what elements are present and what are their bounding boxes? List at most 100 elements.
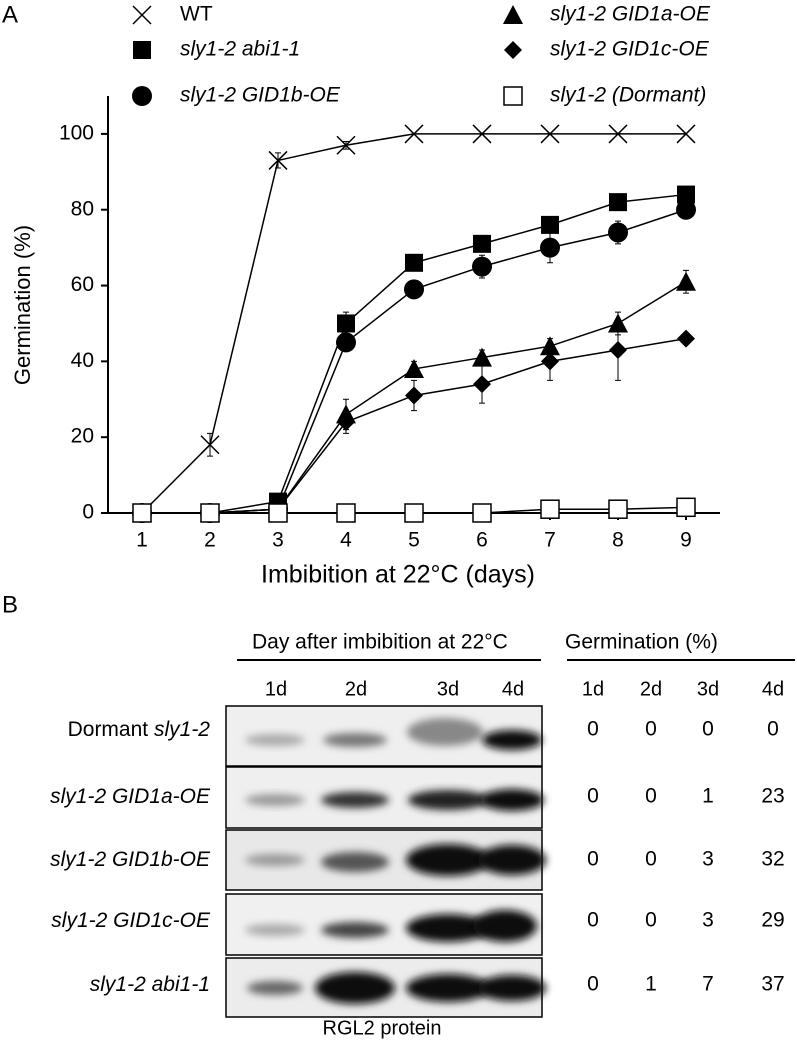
y-tick-label: 0	[82, 501, 94, 524]
row-label: sly1-2 abi1-1	[90, 973, 210, 996]
row-label-genotype: sly1-2 abi1-1	[90, 973, 210, 996]
marker	[405, 386, 423, 405]
marker	[404, 279, 424, 300]
band	[407, 718, 483, 746]
legend-item: sly1-2 (Dormant)	[503, 84, 706, 107]
x-axis-label: Imbibition at 22°C (days)	[261, 561, 535, 589]
day-label: 3d	[697, 678, 719, 700]
marker	[676, 497, 696, 518]
legend-label: sly1-2 (Dormant)	[550, 84, 706, 107]
germination-cell: 1	[645, 973, 657, 996]
band	[473, 910, 537, 942]
marker-stroke	[200, 435, 220, 455]
marker	[608, 124, 628, 144]
marker	[336, 332, 356, 353]
germination-cell: 0	[645, 909, 657, 932]
blot-header: Day after imbibition at 22°C	[252, 631, 508, 654]
marker	[337, 413, 355, 432]
germination-cell: 1	[702, 785, 714, 808]
x-tick-label: 8	[612, 529, 624, 552]
legend-label: sly1-2 GID1a-OE	[550, 3, 711, 26]
germination-cell: 0	[587, 973, 599, 996]
band	[480, 789, 544, 811]
legend-item: WT	[132, 3, 213, 26]
y-tick-label: 60	[71, 273, 94, 296]
marker	[200, 503, 220, 523]
marker	[268, 150, 288, 170]
row-label: sly1-2 GID1c-OE	[51, 909, 211, 932]
germination-cell: 37	[761, 973, 784, 996]
band	[323, 733, 387, 747]
band	[321, 922, 389, 938]
y-tick-label: 100	[59, 121, 94, 144]
marker	[540, 499, 560, 519]
blot-row	[225, 893, 543, 956]
marker	[404, 124, 424, 144]
marker	[132, 5, 152, 25]
germination-cell: 32	[761, 848, 784, 871]
x-tick-label: 5	[408, 529, 420, 552]
marker-stroke	[336, 135, 356, 155]
x-tick-label: 7	[544, 529, 556, 552]
marker-stroke	[268, 150, 288, 170]
band	[406, 844, 490, 876]
germination-cell: 0	[645, 848, 657, 871]
band	[247, 981, 303, 995]
marker	[268, 503, 288, 523]
germination-cell: 23	[761, 785, 784, 808]
marker	[540, 124, 560, 144]
day-label: 4d	[762, 678, 784, 700]
marker	[337, 314, 355, 333]
marker	[472, 347, 492, 367]
marker	[540, 336, 560, 356]
marker	[541, 215, 559, 234]
row-label-genotype: sly1-2 GID1a-OE	[50, 785, 211, 808]
marker	[336, 503, 356, 523]
marker	[405, 253, 423, 272]
germination-cell: 3	[702, 909, 714, 932]
marker	[540, 237, 560, 258]
marker	[608, 313, 628, 333]
x-tick-label: 3	[272, 529, 284, 552]
row-label: sly1-2 GID1b-OE	[50, 848, 211, 871]
band	[321, 852, 389, 872]
marker-stroke	[676, 124, 696, 144]
marker	[676, 199, 696, 220]
marker	[133, 41, 151, 59]
x-tick-label: 2	[204, 529, 216, 552]
blot-row	[225, 705, 543, 767]
lane-label: 3d	[437, 678, 459, 700]
legend-item: sly1-2 abi1-1	[133, 38, 300, 61]
x-tick-label: 6	[476, 529, 488, 552]
band	[315, 972, 395, 1004]
row-label-genotype: sly1-2 GID1c-OE	[51, 909, 211, 932]
germination-cell: 0	[767, 718, 779, 741]
band	[478, 845, 546, 875]
blot-row	[225, 766, 544, 829]
x-tick-label: 4	[340, 529, 352, 552]
marker	[132, 503, 152, 523]
marker	[336, 135, 356, 155]
germination-cell: 3	[702, 848, 714, 871]
x-tick-label: 9	[680, 529, 692, 552]
germination-cell: 0	[645, 718, 657, 741]
marker	[608, 222, 628, 243]
legend-label: sly1-2 abi1-1	[180, 38, 300, 61]
marker	[504, 41, 522, 59]
marker	[472, 503, 492, 523]
marker	[503, 86, 523, 106]
marker	[676, 124, 696, 144]
marker	[608, 499, 628, 519]
germination-cell: 7	[702, 973, 714, 996]
legend-item: sly1-2 GID1b-OE	[132, 84, 341, 107]
germination-cell: 0	[702, 718, 714, 741]
blot-caption: RGL2 protein	[323, 1017, 442, 1039]
lane-label: 2d	[345, 678, 367, 700]
marker	[132, 86, 152, 106]
band	[406, 974, 490, 1002]
germination-cell: 0	[587, 785, 599, 808]
germination-header: Germination (%)	[565, 631, 718, 654]
marker	[473, 375, 491, 394]
legend-label: WT	[180, 3, 213, 26]
marker	[503, 5, 523, 24]
